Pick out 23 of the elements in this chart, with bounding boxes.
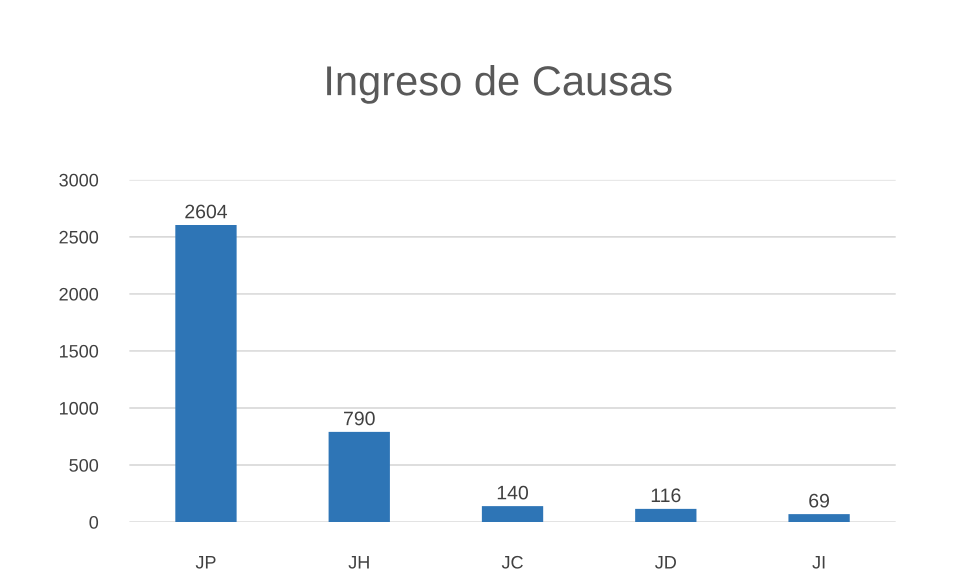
- bar: [175, 225, 237, 522]
- bar: [788, 514, 850, 522]
- y-tick-label: 2500: [60, 230, 98, 244]
- data-label: 69: [809, 494, 829, 508]
- data-label: 2604: [185, 204, 228, 218]
- y-tick-label: 0: [89, 516, 98, 529]
- y-tick-label: 3000: [59, 174, 98, 187]
- y-tick-label: 2000: [60, 288, 98, 301]
- bar: [328, 432, 390, 522]
- x-tick-label: JC: [502, 556, 523, 569]
- x-tick-label: JD: [655, 556, 676, 569]
- chart-title: Ingreso de Causas: [327, 64, 672, 104]
- bar: [635, 508, 696, 522]
- x-tick-label: JI: [812, 556, 824, 569]
- data-label: 140: [498, 486, 528, 500]
- y-tick-label: 1500: [60, 344, 98, 358]
- bar: [482, 506, 544, 522]
- y-tick-label: 1000: [60, 402, 98, 415]
- x-tick-label: JP: [196, 556, 216, 569]
- y-tick-label: 500: [69, 458, 98, 472]
- x-tick-label: JH: [348, 556, 369, 569]
- data-label: 790: [344, 412, 375, 426]
- data-label: 116: [652, 488, 680, 502]
